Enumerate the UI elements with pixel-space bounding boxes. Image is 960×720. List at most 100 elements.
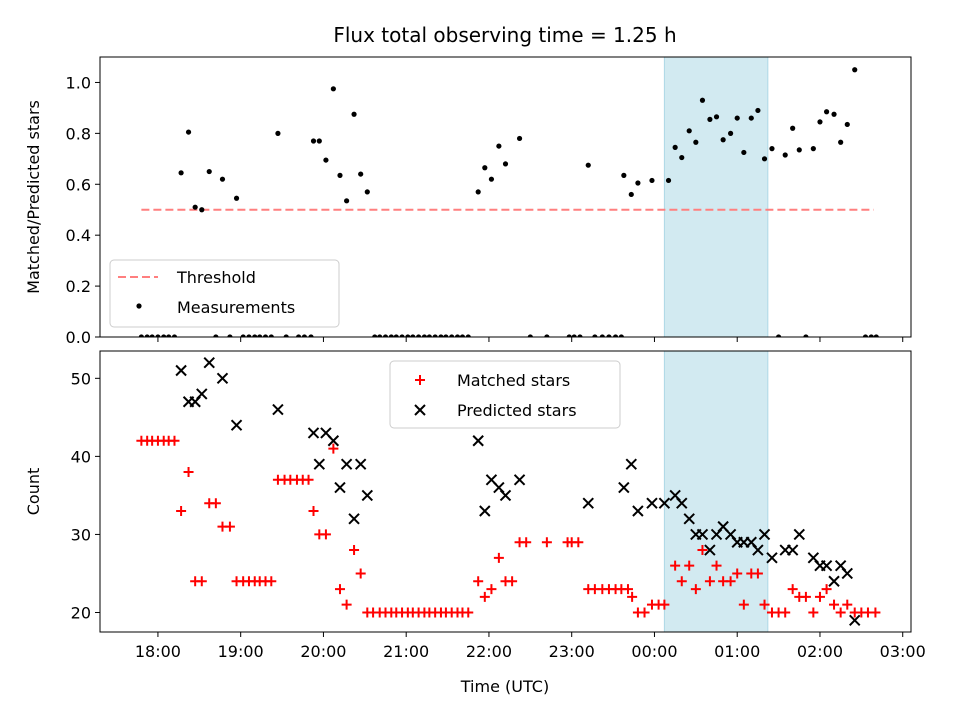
data-point bbox=[479, 591, 490, 602]
data-point bbox=[676, 497, 688, 509]
data-point bbox=[618, 481, 630, 494]
legend-matched-label: Matched stars bbox=[457, 371, 570, 390]
data-point bbox=[405, 334, 411, 337]
data-point bbox=[821, 584, 832, 595]
data-point bbox=[577, 334, 583, 337]
data-point bbox=[646, 497, 658, 509]
data-point bbox=[696, 528, 709, 541]
data-point bbox=[465, 334, 471, 337]
data-point bbox=[283, 334, 289, 337]
data-point bbox=[183, 466, 194, 477]
legend: Threshold Measurements bbox=[109, 259, 340, 328]
data-point bbox=[206, 168, 212, 175]
data-point bbox=[323, 157, 329, 163]
series-matched-stars bbox=[136, 435, 881, 618]
data-point bbox=[203, 357, 215, 369]
data-point bbox=[257, 334, 263, 337]
y-tick-label: 40 bbox=[71, 447, 91, 466]
data-point bbox=[328, 443, 339, 454]
x-axis-title: Time (UTC) bbox=[460, 677, 549, 696]
data-point bbox=[149, 334, 155, 337]
data-point bbox=[310, 138, 317, 144]
data-point bbox=[635, 180, 641, 186]
data-point bbox=[227, 334, 233, 337]
data-point bbox=[659, 599, 670, 610]
data-point bbox=[224, 521, 235, 532]
data-point bbox=[775, 334, 782, 337]
data-point bbox=[416, 334, 422, 337]
data-point bbox=[658, 497, 671, 509]
data-point bbox=[831, 111, 837, 117]
data-point bbox=[814, 591, 825, 602]
data-point bbox=[842, 599, 853, 610]
data-point bbox=[686, 128, 692, 134]
data-point bbox=[873, 334, 879, 337]
data-point bbox=[516, 135, 523, 142]
data-point bbox=[693, 139, 699, 145]
data-point bbox=[585, 162, 591, 168]
data-point bbox=[185, 129, 192, 135]
data-point bbox=[354, 458, 367, 470]
data-point bbox=[621, 172, 627, 178]
data-point bbox=[838, 139, 844, 145]
data-point bbox=[870, 607, 881, 618]
data-point bbox=[521, 537, 532, 548]
plot-frame bbox=[99, 350, 912, 633]
data-point bbox=[800, 591, 811, 602]
data-point bbox=[364, 189, 370, 195]
data-point bbox=[649, 177, 655, 184]
y-tick-label: 0.2 bbox=[66, 277, 91, 296]
data-point bbox=[790, 125, 796, 131]
data-point bbox=[196, 388, 208, 400]
data-point bbox=[355, 568, 366, 579]
data-point bbox=[541, 537, 552, 548]
data-point bbox=[472, 435, 484, 447]
data-point bbox=[502, 161, 509, 167]
data-point bbox=[499, 489, 512, 502]
data-point bbox=[327, 435, 340, 447]
data-point bbox=[388, 334, 394, 337]
data-point bbox=[252, 334, 258, 337]
data-point bbox=[262, 334, 269, 337]
data-point bbox=[199, 207, 205, 213]
data-point bbox=[862, 334, 869, 337]
data-point bbox=[393, 334, 399, 337]
data-point bbox=[752, 544, 764, 556]
ratio-panel: 0.0 0.2 0.4 0.6 0.8 1.0 Matched/Predicted star… bbox=[24, 56, 912, 347]
data-point bbox=[337, 172, 343, 178]
data-point bbox=[138, 334, 144, 337]
legend-frame bbox=[109, 259, 340, 328]
observing-window-span bbox=[663, 56, 769, 338]
x-tick-label: 02:00 bbox=[797, 642, 843, 661]
data-point bbox=[769, 146, 775, 152]
data-point bbox=[823, 109, 830, 115]
data-point bbox=[690, 584, 701, 595]
data-point bbox=[679, 154, 685, 161]
data-point bbox=[307, 427, 320, 439]
data-point bbox=[301, 334, 308, 337]
data-point bbox=[166, 334, 172, 337]
y-tick-label: 0.6 bbox=[66, 175, 91, 194]
data-point bbox=[612, 334, 619, 337]
data-point bbox=[841, 567, 853, 580]
data-point bbox=[488, 176, 495, 182]
data-point bbox=[507, 576, 518, 587]
data-point bbox=[161, 334, 167, 337]
data-point bbox=[665, 177, 672, 184]
data-point bbox=[803, 334, 809, 337]
data-point bbox=[786, 544, 799, 556]
legend: Matched stars Predicted stars bbox=[389, 360, 621, 429]
data-point bbox=[415, 375, 425, 385]
data-point bbox=[426, 334, 432, 337]
data-point bbox=[766, 552, 778, 564]
data-point bbox=[479, 505, 491, 517]
data-point bbox=[382, 334, 389, 337]
y-axis-title: Matched/Predicted stars bbox=[24, 100, 43, 294]
data-points bbox=[136, 357, 881, 626]
data-points bbox=[138, 67, 879, 337]
data-point bbox=[372, 334, 378, 337]
x-tick-label: 01:00 bbox=[714, 642, 760, 661]
data-point bbox=[868, 334, 874, 337]
data-point bbox=[475, 189, 481, 195]
y-tick-label: 50 bbox=[71, 369, 91, 388]
